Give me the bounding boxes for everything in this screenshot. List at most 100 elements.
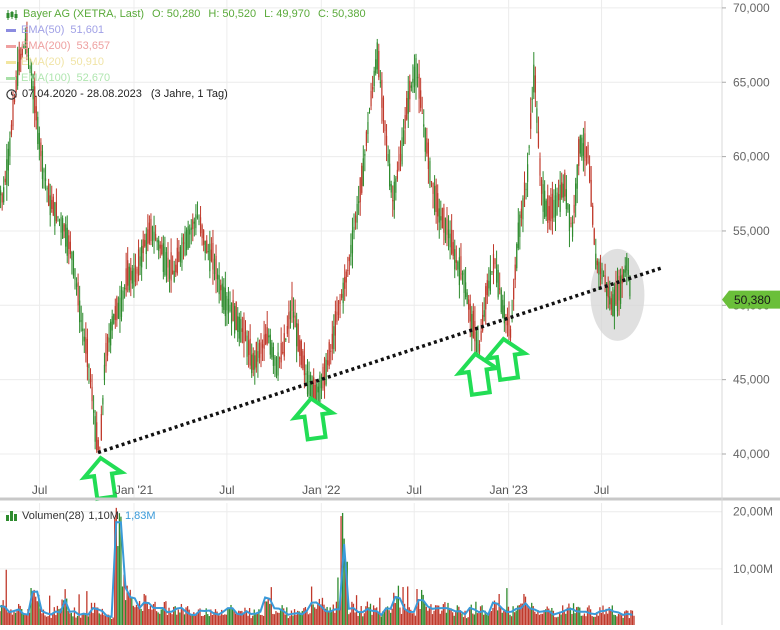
candle-body bbox=[387, 154, 389, 163]
volume-bar bbox=[36, 601, 38, 625]
ema50-swatch bbox=[6, 28, 16, 32]
volume-bar bbox=[599, 607, 601, 625]
candle-body bbox=[9, 138, 11, 157]
volume-bar bbox=[174, 606, 176, 625]
volume-bars-icon bbox=[6, 511, 18, 521]
volume-bar bbox=[576, 607, 578, 625]
volume-bar bbox=[123, 574, 125, 625]
candle-body bbox=[272, 347, 274, 366]
candle-body bbox=[409, 80, 411, 100]
candle-body bbox=[306, 371, 309, 395]
volume-bar bbox=[56, 605, 59, 625]
volume-bar bbox=[281, 605, 283, 625]
volume-bar bbox=[343, 538, 345, 625]
volume-bar bbox=[132, 605, 134, 625]
candle-body bbox=[79, 300, 81, 323]
candle-body bbox=[235, 301, 237, 330]
candle-body bbox=[499, 288, 501, 290]
volume-bar bbox=[464, 610, 466, 625]
candle-body bbox=[508, 317, 510, 336]
volume-bar bbox=[430, 604, 432, 625]
candle-body bbox=[483, 310, 485, 317]
volume-bar bbox=[177, 609, 179, 625]
volume-bar bbox=[219, 615, 221, 625]
candle-body bbox=[32, 86, 34, 100]
candle-body bbox=[257, 351, 259, 362]
volume-bar bbox=[338, 601, 341, 625]
volume-bar bbox=[501, 612, 503, 625]
candle-body bbox=[291, 296, 293, 312]
volume-bar bbox=[591, 616, 593, 625]
volume-bar bbox=[589, 609, 592, 625]
candle-body bbox=[283, 333, 285, 357]
candle-body bbox=[616, 283, 619, 312]
volume-bar bbox=[438, 605, 440, 625]
volume-bar bbox=[241, 610, 243, 625]
volume-bar bbox=[596, 612, 598, 625]
volume-bar bbox=[118, 513, 121, 625]
volume-bar bbox=[527, 608, 530, 625]
volume-bar bbox=[427, 610, 429, 625]
volume-bar bbox=[450, 608, 452, 625]
candle-body bbox=[192, 219, 194, 230]
volume-bar bbox=[625, 610, 627, 625]
volume-bar bbox=[318, 598, 320, 625]
candle-body bbox=[452, 242, 454, 256]
candle-body bbox=[494, 259, 496, 265]
candle-body bbox=[523, 182, 526, 207]
up-arrow-shape bbox=[289, 395, 338, 442]
volume-bar bbox=[545, 609, 547, 625]
candle-body bbox=[590, 179, 592, 207]
volume-bar bbox=[2, 600, 4, 625]
volume-bar bbox=[19, 605, 21, 625]
volume-bar bbox=[30, 588, 32, 625]
indicator-row-ema50[interactable]: EMA(50) 51,601 bbox=[6, 22, 366, 38]
volume-bar bbox=[264, 601, 266, 625]
volume-bar bbox=[475, 601, 477, 625]
candle-body bbox=[613, 289, 615, 317]
volume-bar bbox=[320, 604, 322, 625]
candle-body bbox=[309, 375, 312, 404]
candle-body bbox=[385, 135, 388, 147]
candle-body bbox=[187, 226, 189, 249]
candle-body bbox=[317, 386, 319, 393]
candle-body bbox=[46, 187, 48, 190]
candle-body bbox=[519, 214, 521, 237]
candle-body bbox=[119, 297, 121, 319]
volume-bar bbox=[90, 602, 93, 625]
volume-bar bbox=[456, 605, 458, 625]
candle-body bbox=[74, 268, 76, 280]
volume-bar bbox=[434, 605, 437, 625]
candle-body bbox=[51, 199, 53, 210]
candle-body bbox=[58, 219, 61, 221]
volume-bar bbox=[602, 605, 604, 625]
volume-bar bbox=[7, 612, 9, 625]
volume-bar bbox=[633, 615, 635, 625]
volume-bar bbox=[267, 597, 269, 625]
candle-body bbox=[437, 193, 439, 217]
volume-bar bbox=[301, 610, 303, 625]
volume-bar bbox=[380, 616, 382, 625]
volume-bar bbox=[183, 614, 186, 625]
candle-body bbox=[83, 336, 85, 342]
candle-body bbox=[559, 184, 561, 212]
volume-bar bbox=[253, 609, 255, 625]
volume-bar bbox=[541, 613, 544, 625]
candle-body bbox=[297, 323, 299, 352]
indicator-row-ema100[interactable]: EMA(100) 52,670 bbox=[6, 70, 366, 86]
indicator-row-ema20[interactable]: EMA(20) 50,910 bbox=[6, 54, 366, 70]
volume-bar bbox=[603, 614, 606, 625]
volume-bar bbox=[462, 617, 465, 625]
date-range-row[interactable]: 07.04.2020 - 28.08.2023 (3 Jahre, 1 Tag) bbox=[6, 86, 366, 102]
candle-body bbox=[100, 414, 102, 441]
candle-body bbox=[421, 112, 423, 114]
candle-body bbox=[158, 239, 160, 251]
volume-bar bbox=[565, 613, 567, 625]
volume-bar bbox=[622, 617, 624, 625]
volume-bar bbox=[442, 604, 444, 625]
indicator-row-ema200[interactable]: EMA(200) 53,657 bbox=[6, 38, 366, 54]
candle-body bbox=[447, 229, 450, 239]
candle-body bbox=[553, 199, 555, 218]
candle-body bbox=[466, 292, 468, 305]
